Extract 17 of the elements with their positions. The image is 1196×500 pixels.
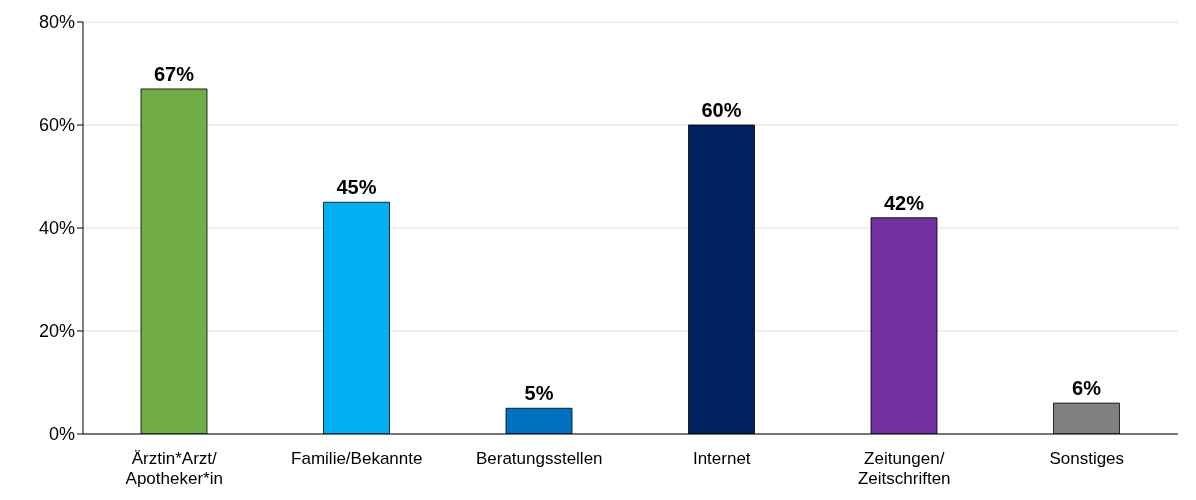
y-tick-label: 60% [38,115,75,136]
data-label: 67% [153,62,195,85]
y-tick-label: 20% [38,321,75,342]
x-tick-label: Zeitungen/ Zeitschriften [857,449,951,488]
x-tick-label: Sonstiges [1049,449,1125,468]
y-tick-label: 80% [38,12,75,33]
y-tick-label: 0% [48,424,75,445]
x-tick-label: Beratungsstellen [475,449,603,468]
data-label: 45% [336,176,377,199]
data-label: 42% [883,191,925,214]
data-label: 5% [524,382,554,405]
data-label: 6% [1072,377,1102,400]
x-tick-label: Familie/Bekannte [291,449,423,468]
y-tick-label: 40% [38,218,75,239]
data-label: 60% [701,99,742,121]
x-tick-label: Internet [692,449,751,468]
x-tick-label: Ärztin*Arzt/ Apotheker*in [125,449,223,488]
